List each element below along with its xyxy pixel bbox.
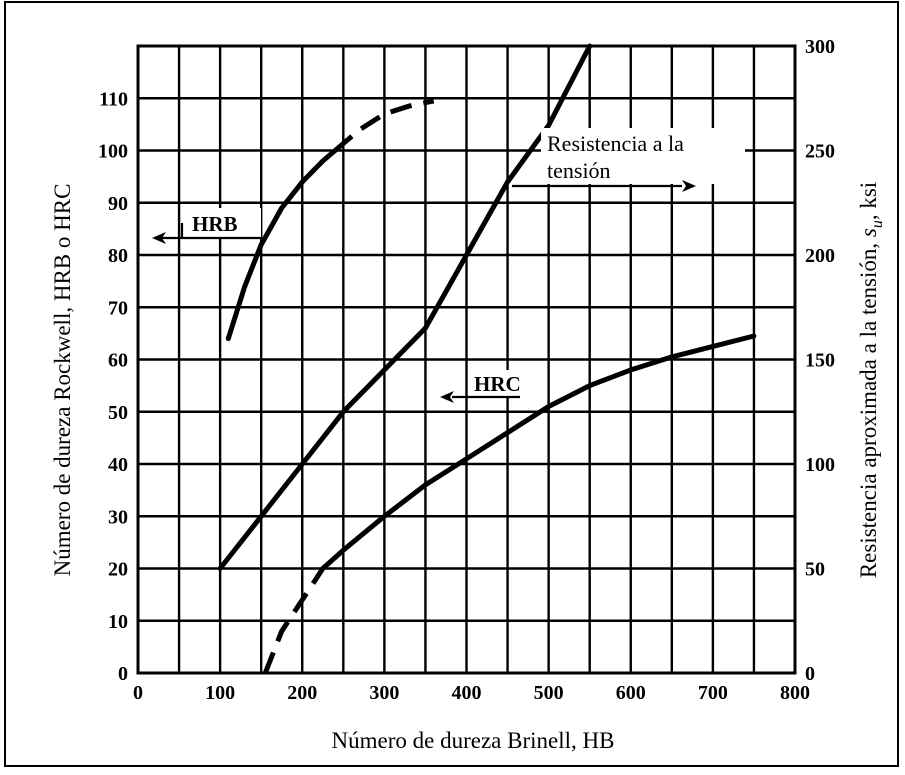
hrc-label: HRC	[474, 372, 521, 396]
y-left-tick-label: 0	[118, 663, 128, 685]
tensile-label-line2: tensión	[547, 158, 611, 183]
x-tick-label: 600	[616, 682, 646, 704]
tensile-label-background	[541, 128, 745, 184]
x-tick-label: 500	[534, 682, 564, 704]
y-axis-right-title: Resistencia aproximada a la tensión, su,…	[856, 182, 886, 578]
y-left-tick-label: 30	[108, 506, 128, 528]
y-left-tick-label: 90	[108, 193, 128, 215]
y-axis-right-title-symbol: s	[856, 228, 881, 237]
hrc-label-background	[468, 370, 532, 398]
y-left-tick-label: 50	[108, 402, 128, 424]
x-tick-label: 100	[205, 682, 235, 704]
tensile-arrowhead	[682, 180, 696, 192]
series-hrb-solid	[225, 148, 338, 342]
series-hrb-dashed	[333, 98, 435, 153]
y-right-tick-label: 150	[805, 350, 835, 372]
y-right-tick-label: 200	[805, 245, 835, 267]
tensile-label-line1: Resistencia a la	[547, 131, 684, 156]
y-right-tick-label: 0	[805, 663, 815, 685]
plot-frame	[136, 44, 797, 675]
series-resistencia-a-la-tension-solid	[217, 43, 593, 571]
hrb-label: HRB	[192, 212, 238, 236]
y-left-tick-label: 10	[108, 611, 128, 633]
y-right-tick-label: 300	[805, 36, 835, 58]
hrb-arrowhead	[152, 232, 166, 244]
y-left-tick-label: 100	[98, 141, 128, 163]
x-tick-label: 700	[698, 682, 728, 704]
series-hrc-solid	[320, 333, 757, 571]
x-tick-label: 200	[287, 682, 317, 704]
y-left-tick-label: 20	[108, 559, 128, 581]
x-axis-title: Número de dureza Brinell, HB	[332, 728, 615, 753]
x-tick-label: 400	[452, 682, 482, 704]
hrb-label-background	[183, 208, 261, 238]
hrc-arrowhead	[440, 391, 454, 403]
y-left-tick-label: 110	[99, 88, 128, 110]
y-right-tick-label: 100	[805, 454, 835, 476]
y-left-tick-label: 40	[108, 454, 128, 476]
y-left-tick-label: 70	[108, 297, 128, 319]
y-right-tick-labels: 0 50 100 150 200 250 300	[805, 36, 835, 685]
figure-border	[4, 1, 899, 767]
y-right-tick-label: 50	[805, 559, 825, 581]
x-tick-label: 0	[133, 682, 143, 704]
data-curves	[217, 43, 757, 674]
y-left-tick-label: 80	[108, 245, 128, 267]
y-axis-right-title-prefix: Resistencia aproximada a la tensión,	[856, 237, 881, 578]
y-axis-right-title-subscript: u	[869, 220, 886, 228]
x-tick-label: 800	[780, 682, 810, 704]
y-left-tick-labels: 0 10 20 30 40 50 60 70 80 90 100 110	[98, 88, 128, 685]
y-right-tick-label: 250	[805, 141, 835, 163]
y-axis-left-title: Número de dureza Rockwell, HRB o HRC	[50, 184, 75, 577]
y-axis-right-title-suffix: , ksi	[856, 182, 881, 220]
x-tick-labels: 0 100 200 300 400 500 600 700 800	[133, 682, 810, 704]
y-left-tick-label: 60	[108, 350, 128, 372]
x-tick-label: 300	[369, 682, 399, 704]
